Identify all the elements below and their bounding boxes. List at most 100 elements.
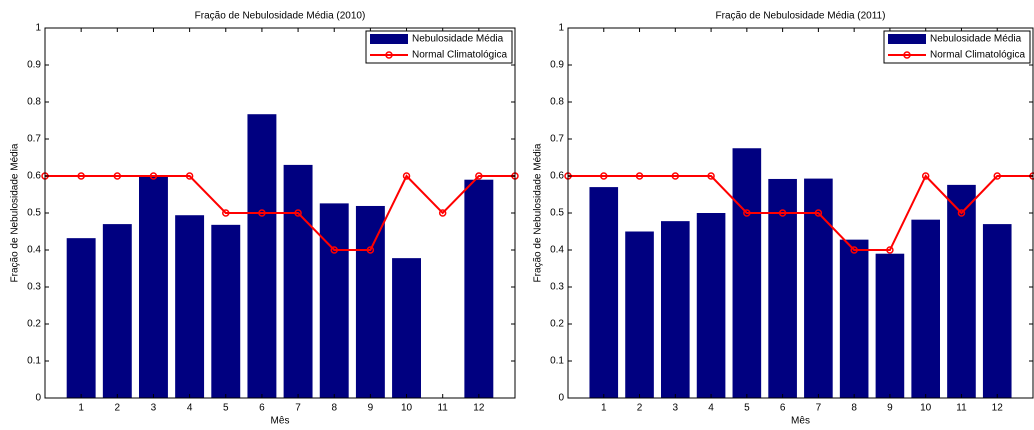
y-tick-label: 0.7: [550, 134, 564, 145]
x-tick-label: 5: [744, 403, 750, 414]
line-marker: [921, 172, 930, 180]
x-tick-label: 5: [223, 403, 229, 414]
line-marker: [330, 246, 338, 254]
y-tick-label: 0.9: [27, 60, 41, 71]
x-tick-label: 7: [816, 403, 822, 414]
x-tick-label: 4: [187, 403, 193, 414]
bar: [982, 224, 1012, 398]
line-marker: [957, 209, 966, 217]
legend-label: Normal Climatológica: [412, 50, 507, 61]
y-tick-label: 0.3: [27, 282, 41, 293]
bar: [464, 179, 494, 398]
legend-label: Normal Climatológica: [930, 50, 1025, 61]
x-tick-label: 2: [637, 403, 643, 414]
line-marker: [850, 246, 858, 254]
bar: [625, 231, 654, 398]
y-tick-label: 0: [558, 393, 564, 404]
legend-swatch: [888, 34, 926, 44]
x-tick-label: 9: [368, 403, 374, 414]
x-tick-label: 3: [673, 403, 679, 414]
x-tick-label: 8: [851, 403, 857, 414]
line-marker: [707, 172, 715, 180]
x-tick-label: 7: [295, 403, 301, 414]
bar: [661, 221, 690, 398]
line-marker: [294, 209, 302, 217]
bar: [839, 239, 869, 398]
x-tick-label: 2: [115, 403, 121, 414]
line-marker: [113, 172, 122, 180]
line-marker: [77, 172, 85, 180]
y-tick-label: 0: [35, 393, 41, 404]
line-marker: [366, 246, 375, 254]
y-tick-label: 1: [35, 23, 41, 34]
bar: [211, 224, 241, 398]
y-tick-label: 0.4: [550, 245, 564, 256]
bar: [66, 238, 96, 398]
bar: [355, 205, 385, 398]
bar: [392, 258, 421, 398]
bar: [875, 253, 905, 398]
x-tick-label: 9: [887, 403, 893, 414]
line-marker: [743, 209, 751, 217]
y-tick-label: 0.1: [27, 356, 41, 367]
bar: [696, 213, 726, 398]
line-marker: [185, 172, 194, 180]
line-marker: [671, 172, 680, 180]
y-tick-label: 0.2: [550, 319, 564, 330]
bar: [319, 203, 349, 398]
line: [45, 174, 515, 251]
x-tick-label: 12: [992, 403, 1004, 414]
y-tick-label: 0.6: [27, 171, 41, 182]
bar: [139, 176, 168, 398]
y-tick-label: 0.7: [27, 134, 41, 145]
x-tick-label: 6: [259, 403, 265, 414]
line-marker: [475, 172, 483, 180]
y-tick-label: 0.9: [550, 60, 564, 71]
y-tick-label: 0.6: [550, 171, 564, 182]
line-marker: [600, 172, 608, 180]
bar: [732, 148, 762, 398]
y-tick-label: 0.8: [27, 97, 41, 108]
line-marker: [993, 172, 1001, 180]
line-marker: [886, 246, 894, 254]
y-tick-label: 1: [558, 23, 564, 34]
bar: [768, 178, 797, 398]
line-marker: [635, 172, 644, 180]
line-marker: [149, 172, 158, 180]
bar: [247, 114, 277, 399]
bar: [175, 215, 205, 398]
x-axis-label: Mês: [271, 416, 290, 427]
legend-label: Nebulosidade Média: [412, 34, 504, 45]
x-tick-label: 10: [401, 403, 413, 414]
chart-title: Fração de Nebulosidade Média (2010): [195, 11, 366, 22]
line-marker: [258, 209, 266, 217]
x-tick-label: 4: [708, 403, 714, 414]
bar: [804, 178, 833, 398]
x-tick-label: 11: [437, 403, 448, 414]
bar: [589, 187, 619, 398]
legend-label: Nebulosidade Média: [930, 34, 1022, 45]
x-tick-label: 6: [780, 403, 786, 414]
y-tick-label: 0.5: [550, 208, 564, 219]
line-marker: [778, 209, 787, 217]
legend-swatch: [370, 34, 408, 44]
x-tick-label: 3: [151, 403, 157, 414]
y-tick-label: 0.4: [27, 245, 41, 256]
y-tick-label: 0.2: [27, 319, 41, 330]
x-tick-label: 12: [473, 403, 485, 414]
line-marker: [814, 209, 823, 217]
y-tick-label: 0.3: [550, 282, 564, 293]
y-axis-label: Fração de Nebulosidade Média: [10, 143, 21, 282]
legend-marker: [903, 51, 911, 59]
y-tick-label: 0.1: [550, 356, 564, 367]
bar: [102, 224, 132, 398]
y-tick-label: 0.8: [550, 97, 564, 108]
line: [568, 174, 1033, 251]
line-marker: [438, 209, 447, 217]
x-axis-label: Mês: [791, 416, 810, 427]
x-tick-label: 1: [78, 403, 84, 414]
x-tick-label: 8: [331, 403, 337, 414]
line-marker: [402, 172, 411, 180]
chart-title: Fração de Nebulosidade Média (2011): [716, 11, 886, 22]
